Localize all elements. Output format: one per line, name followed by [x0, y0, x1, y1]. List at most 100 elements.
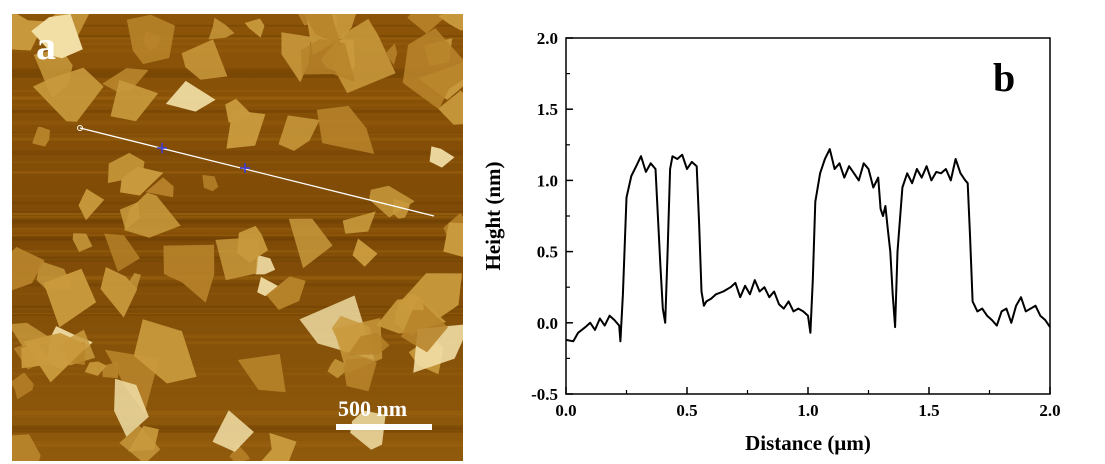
scan-line	[12, 210, 463, 213]
afm-flake	[443, 222, 463, 258]
scan-line	[12, 69, 463, 75]
afm-flake	[84, 361, 107, 376]
afm-flake	[407, 14, 449, 34]
afm-flake	[278, 115, 320, 151]
scan-line	[12, 283, 463, 287]
scan-line	[12, 150, 463, 156]
scan-line	[12, 233, 463, 237]
scale-bar	[336, 424, 432, 430]
scan-line	[12, 305, 463, 309]
x-tick-label: 2.0	[1039, 401, 1060, 420]
profile-line	[79, 127, 435, 217]
afm-flake	[255, 254, 276, 275]
scan-line	[12, 367, 463, 369]
scan-line	[12, 42, 463, 46]
afm-flake	[347, 332, 390, 356]
afm-flake	[181, 39, 228, 80]
scan-line	[12, 70, 463, 75]
afm-flake	[225, 98, 252, 124]
afm-flake	[244, 18, 265, 38]
scan-line	[12, 309, 463, 314]
profile-start-marker	[77, 125, 83, 131]
axis-tick-labels: 0.0 0.5 1.0 1.5 2.0-0.50.00.51.01.52.0	[531, 29, 1061, 420]
scan-line	[12, 234, 463, 236]
afm-flake	[23, 332, 89, 383]
height-profile-series-line	[565, 148, 1051, 343]
afm-flake	[350, 410, 386, 450]
afm-flake	[385, 43, 398, 65]
scan-line	[12, 24, 463, 27]
y-tick-label: 0.5	[537, 243, 558, 262]
afm-flake	[133, 319, 197, 384]
axis-ticks	[565, 37, 1051, 395]
afm-flake	[120, 166, 164, 196]
panel-label-b: b	[993, 55, 1016, 100]
profile-marker-2	[240, 163, 250, 173]
y-tick-label: 2.0	[537, 29, 558, 48]
afm-flake	[102, 68, 149, 93]
scan-line	[12, 413, 463, 417]
afm-flake	[163, 244, 215, 303]
afm-flake	[104, 233, 140, 272]
scan-line	[12, 195, 463, 197]
scan-line	[12, 161, 463, 163]
afm-flake	[300, 38, 355, 83]
afm-flake	[438, 90, 463, 125]
x-axis-label: Distance (µm)	[745, 431, 871, 455]
afm-flake	[429, 146, 455, 168]
afm-flake	[342, 211, 376, 234]
scan-line	[12, 385, 463, 387]
afm-flake	[114, 378, 149, 437]
scan-line	[12, 37, 463, 40]
afm-flake	[438, 14, 463, 31]
afm-flake	[407, 294, 424, 311]
afm-flake	[402, 28, 463, 110]
scan-line	[12, 236, 463, 241]
afm-flake	[327, 358, 348, 379]
y-tick-label: 1.0	[537, 171, 558, 190]
afm-flake	[12, 322, 49, 347]
afm-flake	[32, 126, 50, 147]
scan-line	[12, 68, 463, 71]
scan-line	[12, 230, 463, 233]
afm-flake	[33, 48, 73, 98]
afm-height-map	[12, 14, 463, 461]
scale-bar-label: 500 nm	[338, 396, 408, 421]
afm-flake	[72, 233, 93, 252]
afm-flake	[288, 218, 333, 269]
afm-flake	[352, 238, 378, 267]
afm-flake	[31, 14, 83, 59]
scan-line	[12, 410, 463, 416]
scan-line	[12, 217, 463, 223]
afm-flake	[78, 188, 105, 221]
x-tick-label: 1.0	[797, 401, 818, 420]
x-tick-label: 1.5	[918, 401, 939, 420]
afm-flake	[119, 201, 140, 230]
afm-flake	[12, 247, 45, 291]
afm-flake	[12, 372, 34, 400]
scan-line	[12, 227, 463, 231]
scan-line	[12, 314, 463, 316]
afm-flake	[100, 267, 138, 318]
afm-flake	[43, 268, 97, 328]
y-tick-label: -0.5	[531, 385, 558, 404]
y-tick-label: 0.0	[537, 314, 558, 333]
scan-line	[12, 48, 463, 53]
afm-flake	[303, 14, 342, 46]
scan-line	[12, 218, 463, 224]
chart-canvas: 0.0 0.5 1.0 1.5 2.0-0.50.00.51.01.52.0 Dista…	[481, 29, 1061, 455]
afm-image-panel	[12, 14, 463, 461]
scan-line	[12, 215, 463, 220]
afm-flake	[165, 80, 216, 112]
afm-flake	[316, 105, 375, 154]
scan-line	[12, 307, 463, 310]
scan-line	[12, 292, 463, 295]
afm-flake	[257, 276, 281, 297]
afm-flake	[129, 273, 141, 290]
afm-flake	[261, 432, 297, 461]
afm-flake	[110, 79, 159, 122]
plot-frame	[565, 37, 1051, 395]
scan-line	[12, 212, 463, 216]
scan-line	[12, 372, 463, 376]
scan-line	[12, 89, 463, 91]
